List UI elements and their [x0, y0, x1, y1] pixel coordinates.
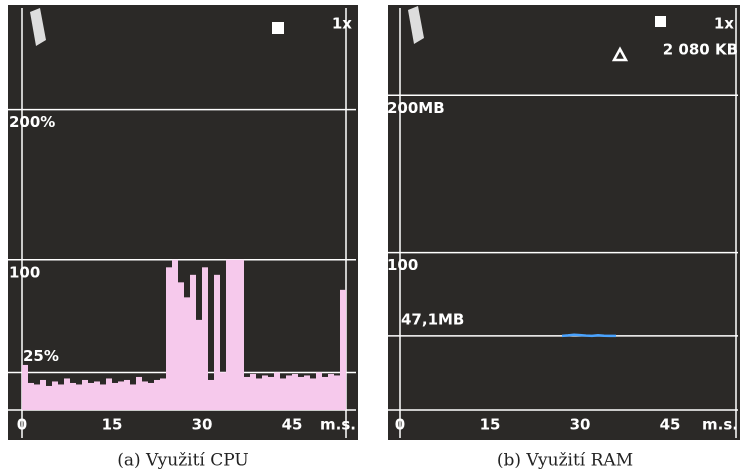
bar: [34, 384, 40, 410]
bar: [22, 365, 28, 410]
bar: [64, 378, 70, 410]
bar: [274, 372, 280, 410]
x-tick-label: 45: [282, 416, 303, 434]
caption: (a) Využití CPU: [117, 451, 248, 471]
bar: [292, 374, 298, 410]
bar: [328, 374, 334, 410]
speed-label: 1x: [714, 15, 734, 33]
bar: [220, 372, 226, 410]
bar: [88, 383, 94, 410]
bar: [334, 375, 340, 410]
memory-label: 2 080 KB: [663, 41, 738, 59]
x-axis-label: m.s.: [702, 416, 738, 434]
caption: (b) Využití RAM: [497, 451, 633, 471]
bar: [340, 290, 346, 410]
bar: [58, 384, 64, 410]
bar: [136, 377, 142, 410]
bar: [172, 260, 178, 410]
bar: [190, 275, 196, 410]
bar: [160, 378, 166, 410]
bar: [202, 267, 208, 410]
stop-icon: [655, 16, 666, 27]
x-tick-label: 0: [17, 416, 27, 434]
threshold-label: 25%: [23, 347, 59, 365]
bar: [106, 378, 112, 410]
bar: [130, 384, 136, 410]
x-tick-label: 15: [480, 416, 501, 434]
x-tick-label: 0: [395, 416, 405, 434]
figure: 100 200% 0 15 30 45 m.s. 1x 25% (a) Využití CPU 10…: [0, 0, 747, 474]
bar: [154, 380, 160, 410]
bar: [244, 377, 250, 410]
bar: [304, 375, 310, 410]
bar: [76, 384, 82, 410]
bar: [232, 260, 238, 410]
bar: [148, 383, 154, 410]
x-axis-label: m.s.: [320, 416, 356, 434]
bar: [298, 377, 304, 410]
bar: [256, 378, 262, 410]
bar: [28, 383, 34, 410]
bar: [178, 282, 184, 410]
y-tick-label: 100: [387, 256, 418, 274]
bar: [142, 381, 148, 410]
screen-b: [388, 5, 740, 440]
bar: [250, 374, 256, 410]
speed-label: 1x: [332, 15, 352, 33]
bar: [94, 381, 100, 410]
bar: [52, 381, 58, 410]
bar: [208, 380, 214, 410]
bar: [316, 372, 322, 410]
bar: [100, 384, 106, 410]
x-tick-label: 15: [102, 416, 123, 434]
x-tick-label: 45: [660, 416, 681, 434]
x-tick-label: 30: [192, 416, 213, 434]
bar: [268, 377, 274, 410]
bar: [196, 320, 202, 410]
y-tick-label: 200%: [9, 113, 55, 131]
y-tick-label: 100: [9, 263, 40, 281]
bar: [166, 267, 172, 410]
bar: [280, 378, 286, 410]
bar: [310, 378, 316, 410]
bar: [40, 380, 46, 410]
bar: [112, 383, 118, 410]
bar: [226, 260, 232, 410]
y-tick-label: 200MB: [387, 99, 445, 117]
bar: [214, 275, 220, 410]
bar: [82, 380, 88, 410]
bar: [238, 260, 244, 410]
bar: [124, 380, 130, 410]
x-tick-label: 30: [570, 416, 591, 434]
bar: [46, 386, 52, 410]
bar: [322, 377, 328, 410]
bar: [286, 375, 292, 410]
bar: [184, 297, 190, 410]
stop-icon: [272, 22, 284, 34]
series-line: [562, 335, 616, 336]
bar: [262, 375, 268, 410]
bar: [70, 383, 76, 410]
threshold-label: 47,1MB: [401, 310, 464, 328]
bar: [118, 381, 124, 410]
